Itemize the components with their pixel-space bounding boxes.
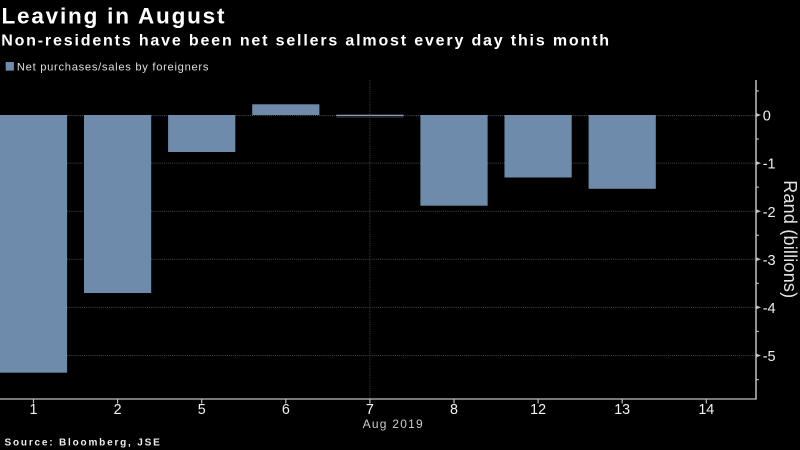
svg-text:Rand (billions): Rand (billions) <box>780 180 800 298</box>
svg-text:Aug 2019: Aug 2019 <box>363 417 424 431</box>
svg-text:-1: -1 <box>763 157 776 173</box>
svg-text:5: 5 <box>198 402 206 418</box>
svg-text:-3: -3 <box>763 253 776 269</box>
svg-text:13: 13 <box>614 402 630 418</box>
svg-text:0: 0 <box>763 109 771 125</box>
svg-text:-4: -4 <box>763 301 776 317</box>
svg-text:Source: Bloomberg, JSE: Source: Bloomberg, JSE <box>5 438 162 449</box>
svg-text:-5: -5 <box>763 349 776 365</box>
svg-text:7: 7 <box>366 402 374 418</box>
svg-text:1: 1 <box>30 402 38 418</box>
svg-text:Non-residents have been net se: Non-residents have been net sellers almo… <box>1 33 611 50</box>
svg-text:8: 8 <box>450 402 458 418</box>
svg-text:2: 2 <box>114 402 122 418</box>
svg-text:6: 6 <box>282 402 290 418</box>
svg-text:Net purchases/sales by foreign: Net purchases/sales by foreigners <box>17 62 209 74</box>
svg-text:12: 12 <box>530 402 546 418</box>
svg-text:14: 14 <box>698 402 714 418</box>
svg-text:Leaving in August: Leaving in August <box>2 3 227 28</box>
svg-text:-2: -2 <box>763 205 776 221</box>
